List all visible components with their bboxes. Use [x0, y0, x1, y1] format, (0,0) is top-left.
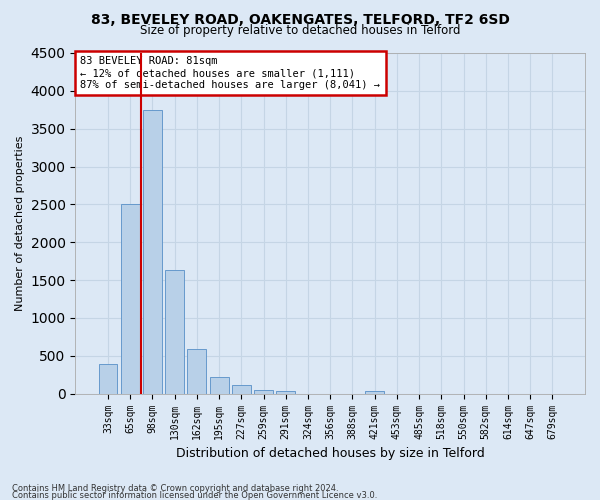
Text: 83, BEVELEY ROAD, OAKENGATES, TELFORD, TF2 6SD: 83, BEVELEY ROAD, OAKENGATES, TELFORD, T…: [91, 12, 509, 26]
Bar: [187, 349, 206, 394]
Bar: [277, 390, 295, 394]
Text: Size of property relative to detached houses in Telford: Size of property relative to detached ho…: [140, 24, 460, 37]
Bar: [365, 390, 384, 394]
Y-axis label: Number of detached properties: Number of detached properties: [15, 136, 25, 311]
Bar: [232, 386, 251, 394]
Bar: [143, 110, 162, 394]
Bar: [98, 364, 118, 394]
Text: 83 BEVELEY ROAD: 81sqm
← 12% of detached houses are smaller (1,111)
87% of semi-: 83 BEVELEY ROAD: 81sqm ← 12% of detached…: [80, 56, 380, 90]
Text: Contains HM Land Registry data © Crown copyright and database right 2024.: Contains HM Land Registry data © Crown c…: [12, 484, 338, 493]
Text: Contains public sector information licensed under the Open Government Licence v3: Contains public sector information licen…: [12, 492, 377, 500]
Bar: [165, 270, 184, 394]
Bar: [254, 390, 273, 394]
X-axis label: Distribution of detached houses by size in Telford: Distribution of detached houses by size …: [176, 447, 485, 460]
Bar: [121, 204, 140, 394]
Bar: [209, 377, 229, 394]
